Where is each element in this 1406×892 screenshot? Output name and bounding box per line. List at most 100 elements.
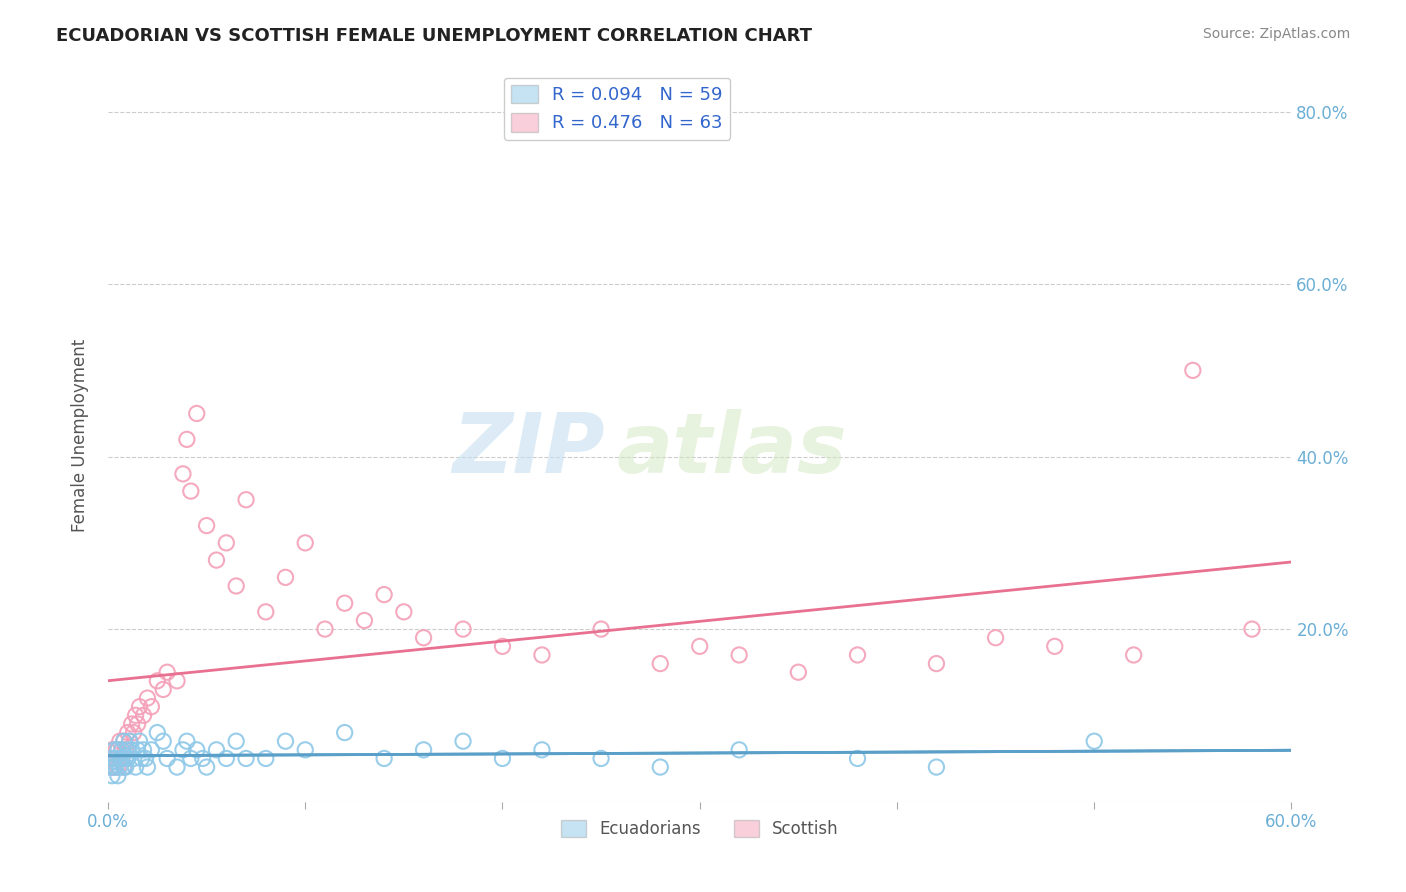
Point (124, 708, 146, 723)
Point (118, 734, 141, 748)
Point (1122, 648, 1144, 662)
Point (156, 751, 179, 765)
Point (215, 536, 238, 550)
Point (156, 665, 179, 680)
Point (131, 751, 153, 765)
Point (101, 743, 124, 757)
Point (925, 760, 948, 774)
Point (107, 760, 129, 774)
Point (1083, 734, 1105, 748)
Point (274, 734, 297, 748)
Point (111, 751, 134, 765)
Point (146, 725, 169, 739)
Point (1181, 363, 1204, 377)
Point (215, 751, 238, 765)
Point (118, 734, 141, 748)
Point (225, 734, 247, 748)
Text: Source: ZipAtlas.com: Source: ZipAtlas.com (1202, 27, 1350, 41)
Point (121, 717, 143, 731)
Point (141, 743, 163, 757)
Point (108, 734, 131, 748)
Point (108, 751, 131, 765)
Point (152, 682, 174, 697)
Point (984, 631, 1007, 645)
Point (112, 760, 135, 774)
Point (172, 743, 194, 757)
Point (314, 622, 336, 636)
Point (101, 760, 124, 774)
Point (1043, 640, 1066, 654)
Point (122, 725, 145, 739)
Point (124, 760, 146, 774)
Point (117, 743, 139, 757)
Point (412, 743, 434, 757)
Point (103, 760, 125, 774)
Point (103, 751, 125, 765)
Point (111, 743, 134, 757)
Point (180, 751, 202, 765)
Point (108, 760, 131, 774)
Point (728, 648, 751, 662)
Point (111, 751, 134, 765)
Point (451, 734, 474, 748)
Point (136, 760, 159, 774)
Point (127, 743, 149, 757)
Point (392, 605, 415, 619)
Point (451, 622, 474, 636)
Point (846, 751, 869, 765)
Point (787, 665, 810, 680)
Point (225, 579, 247, 593)
Point (104, 751, 127, 765)
Point (134, 751, 156, 765)
Text: ZIP: ZIP (453, 409, 605, 491)
Point (128, 699, 150, 714)
Point (104, 751, 127, 765)
Point (180, 484, 202, 499)
Point (333, 725, 356, 739)
Point (373, 588, 395, 602)
Point (650, 657, 672, 671)
Point (103, 743, 125, 757)
Point (107, 743, 129, 757)
Point (101, 769, 124, 783)
Point (689, 640, 711, 654)
Point (1240, 622, 1263, 636)
Point (132, 708, 155, 723)
Point (111, 743, 134, 757)
Point (333, 596, 356, 610)
Point (128, 734, 150, 748)
Point (121, 743, 143, 757)
Point (172, 467, 194, 481)
Point (114, 743, 136, 757)
Point (650, 760, 672, 774)
Point (254, 605, 277, 619)
Point (112, 734, 135, 748)
Point (254, 751, 277, 765)
Point (166, 673, 188, 688)
Point (104, 743, 127, 757)
Point (412, 631, 434, 645)
Point (112, 760, 135, 774)
Point (112, 734, 135, 748)
Text: atlas: atlas (617, 409, 848, 491)
Point (235, 751, 257, 765)
Point (152, 734, 174, 748)
Point (101, 751, 124, 765)
Point (166, 760, 188, 774)
Point (98, 760, 121, 774)
Point (353, 614, 375, 628)
Point (132, 743, 155, 757)
Point (114, 760, 136, 774)
Point (103, 760, 125, 774)
Point (107, 769, 129, 783)
Point (136, 691, 159, 706)
Point (191, 751, 214, 765)
Point (122, 751, 145, 765)
Text: ECUADORIAN VS SCOTTISH FEMALE UNEMPLOYMENT CORRELATION CHART: ECUADORIAN VS SCOTTISH FEMALE UNEMPLOYME… (56, 27, 813, 45)
Y-axis label: Female Unemployment: Female Unemployment (72, 338, 89, 532)
Point (176, 734, 198, 748)
Point (846, 648, 869, 662)
Point (127, 717, 149, 731)
Point (925, 657, 948, 671)
Point (235, 492, 257, 507)
